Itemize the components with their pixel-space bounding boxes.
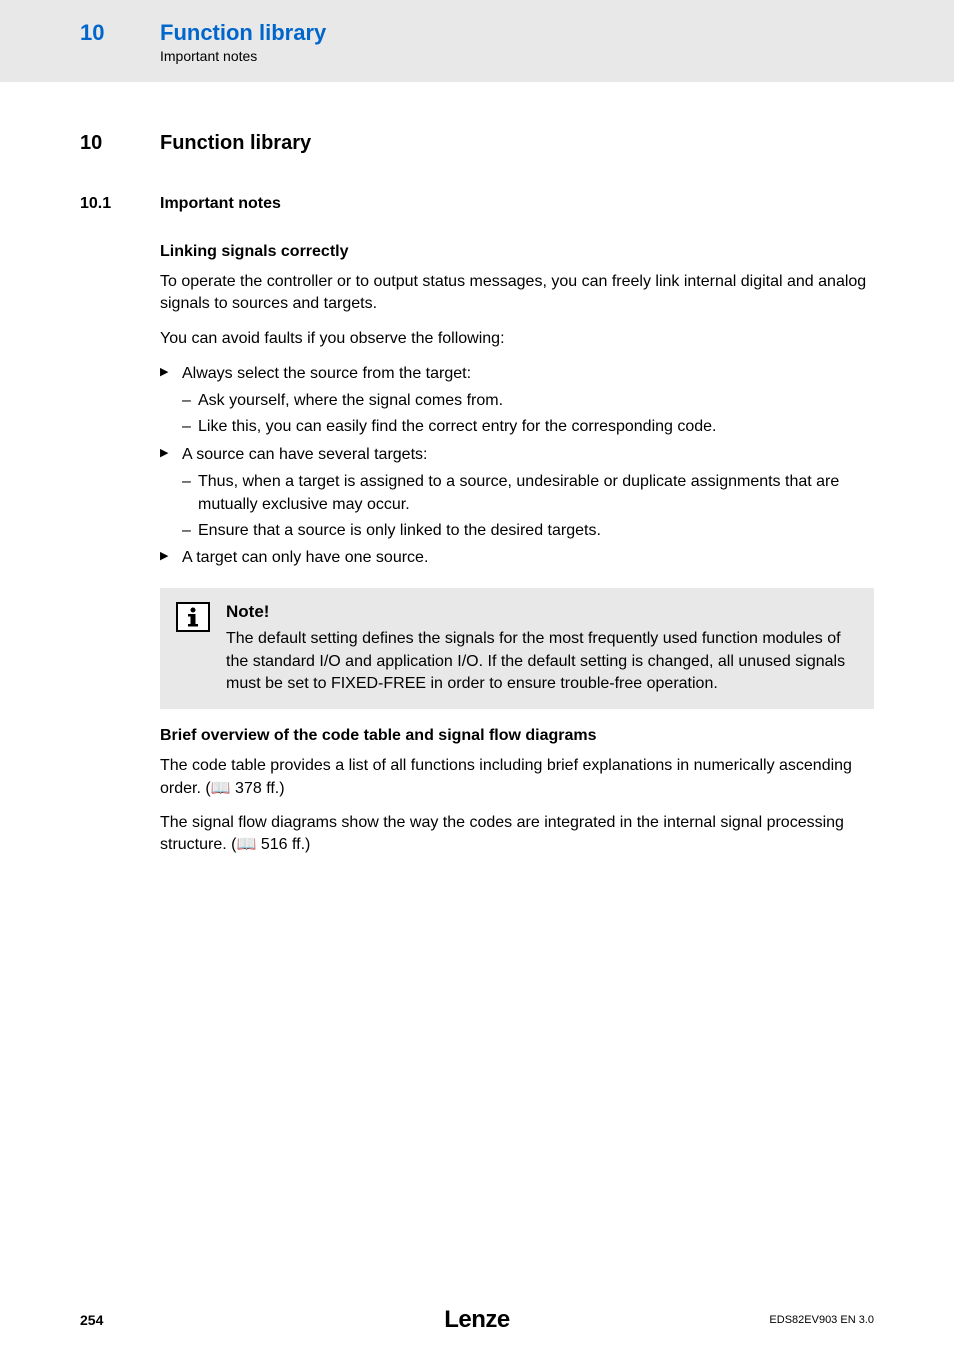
paragraph: The code table provides a list of all fu… xyxy=(160,755,874,800)
sub-list-item: Ask yourself, where the signal comes fro… xyxy=(182,389,874,412)
subsection-heading: 10.1 Important notes xyxy=(80,195,874,213)
ref-text: The signal flow diagrams show the way th… xyxy=(160,814,844,853)
list-item: Always select the source from the target… xyxy=(160,362,874,438)
note-box: Note! The default setting defines the si… xyxy=(160,588,874,709)
bullet-text: A target can only have one source. xyxy=(182,549,428,566)
section-title: Function library xyxy=(160,132,311,155)
sub-bullet-list: Thus, when a target is assigned to a sou… xyxy=(182,470,874,543)
paragraph: To operate the controller or to output s… xyxy=(160,271,874,316)
sub-list-item: Thus, when a target is assigned to a sou… xyxy=(182,470,874,516)
page-number: 254 xyxy=(80,1312,103,1328)
section-number: 10 xyxy=(80,132,120,155)
list-item: A target can only have one source. xyxy=(160,546,874,570)
note-content: Note! The default setting defines the si… xyxy=(226,602,858,695)
ref-text: The code table provides a list of all fu… xyxy=(160,757,852,796)
content-area: 10 Function library 10.1 Important notes… xyxy=(0,82,954,857)
note-text: The default setting defines the signals … xyxy=(226,628,858,695)
paragraph: The signal flow diagrams show the way th… xyxy=(160,812,874,857)
subsection-title: Important notes xyxy=(160,195,281,213)
document-id: EDS82EV903 EN 3.0 xyxy=(769,1314,874,1326)
header-band: 10 Function library Important notes xyxy=(0,0,954,82)
chapter-title: Function library xyxy=(160,20,326,46)
footer: 254 Lenze EDS82EV903 EN 3.0 xyxy=(0,1312,954,1328)
subsection-number: 10.1 xyxy=(80,195,120,213)
chapter-subtitle: Important notes xyxy=(160,48,954,64)
heading-overview: Brief overview of the code table and sig… xyxy=(160,727,874,745)
info-icon xyxy=(176,602,210,632)
list-item: A source can have several targets: Thus,… xyxy=(160,443,874,543)
section-heading: 10 Function library xyxy=(80,132,874,155)
chapter-number: 10 xyxy=(80,20,120,46)
bullet-text: A source can have several targets: xyxy=(182,446,427,463)
paragraph: You can avoid faults if you observe the … xyxy=(160,328,874,350)
sub-list-item: Ensure that a source is only linked to t… xyxy=(182,519,874,542)
body-block: Linking signals correctly To operate the… xyxy=(160,243,874,857)
bullet-list: Always select the source from the target… xyxy=(160,362,874,570)
note-title: Note! xyxy=(226,602,858,622)
sub-bullet-list: Ask yourself, where the signal comes fro… xyxy=(182,389,874,438)
bullet-text: Always select the source from the target… xyxy=(182,365,471,382)
header-row: 10 Function library xyxy=(80,20,954,46)
brand-logo: Lenze xyxy=(444,1306,510,1334)
heading-linking: Linking signals correctly xyxy=(160,243,874,261)
sub-list-item: Like this, you can easily find the corre… xyxy=(182,415,874,438)
